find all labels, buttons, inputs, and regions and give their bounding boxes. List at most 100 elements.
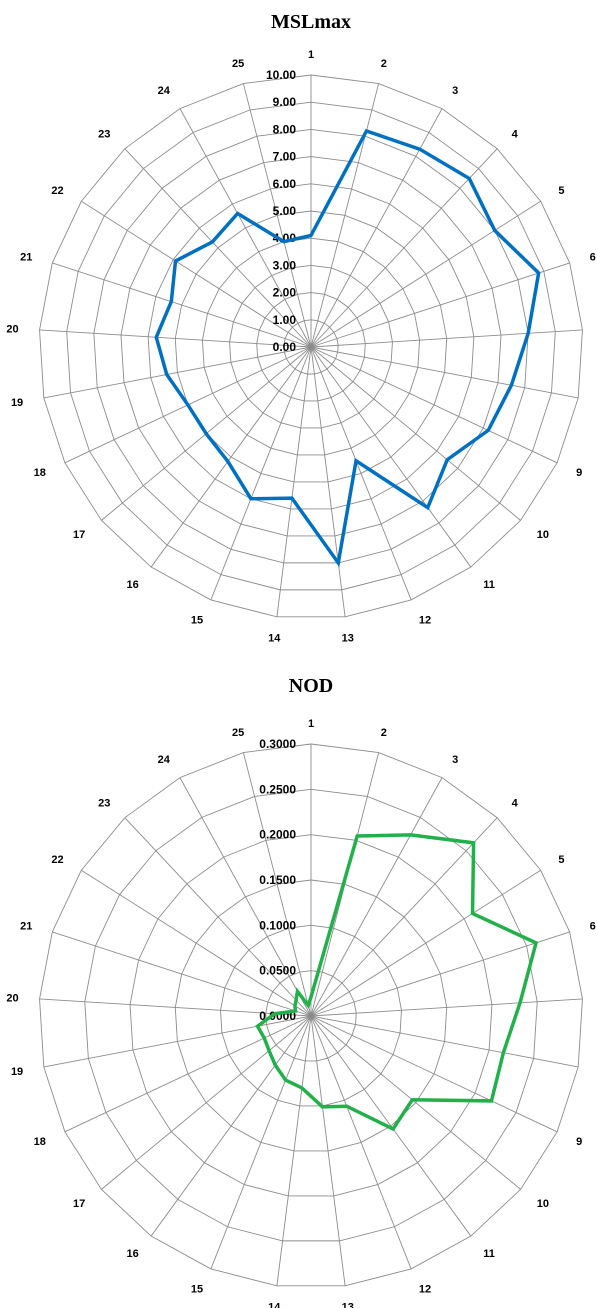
radial-tick-label: 2.00 bbox=[273, 286, 297, 300]
category-label: 3 bbox=[452, 85, 458, 97]
category-label: 13 bbox=[342, 1302, 354, 1308]
radial-tick-label: 8.00 bbox=[273, 122, 297, 136]
radial-tick-label: 0.3000 bbox=[259, 737, 296, 751]
grid-spoke bbox=[43, 1015, 312, 1068]
radial-tick-label: 10.00 bbox=[266, 68, 296, 82]
grid-spoke bbox=[124, 148, 312, 348]
grid-spoke bbox=[310, 777, 443, 1017]
grid-ring bbox=[66, 101, 556, 591]
radar-grid bbox=[39, 743, 583, 1287]
series-line bbox=[154, 128, 541, 568]
grid-spoke bbox=[310, 346, 346, 617]
category-label: 3 bbox=[452, 754, 458, 766]
category-label: 10 bbox=[537, 1198, 549, 1210]
category-label: 23 bbox=[98, 797, 110, 809]
grid-ring bbox=[265, 970, 357, 1062]
grid-spoke bbox=[179, 108, 312, 348]
grid-spoke bbox=[310, 346, 472, 568]
grid-ring bbox=[283, 319, 339, 375]
chart-title: MSLmax bbox=[271, 11, 351, 33]
grid-spoke bbox=[310, 1015, 579, 1068]
radar-chart-svg: NOD 0.00000.05000.10000.15000.20000.2500… bbox=[6, 675, 596, 1308]
category-labels: 1234567891011121314151617181920212223242… bbox=[6, 49, 595, 645]
radial-tick-label: 7.00 bbox=[273, 150, 297, 164]
category-label: 12 bbox=[419, 1283, 431, 1295]
radial-tick-label: 1.00 bbox=[273, 313, 297, 327]
grid-spoke bbox=[310, 346, 412, 601]
radial-tick-label: 0.2000 bbox=[259, 828, 296, 842]
grid-spoke bbox=[52, 262, 312, 348]
grid-spoke bbox=[124, 817, 312, 1017]
category-label: 16 bbox=[127, 579, 139, 591]
category-label: 21 bbox=[20, 251, 32, 263]
grid-ring bbox=[256, 292, 366, 402]
radial-tick-label: 0.1500 bbox=[259, 873, 296, 887]
grid-spoke bbox=[43, 346, 312, 399]
category-label: 17 bbox=[73, 529, 85, 541]
category-label: 2 bbox=[381, 58, 387, 70]
category-label: 24 bbox=[158, 754, 171, 766]
grid-ring bbox=[220, 924, 402, 1107]
radial-axis-ticks: 0.001.002.003.004.005.006.007.008.009.00… bbox=[266, 68, 296, 354]
category-label: 6 bbox=[590, 920, 596, 932]
category-label: 18 bbox=[34, 467, 46, 479]
grid-ring bbox=[39, 743, 583, 1287]
grid-spoke bbox=[276, 346, 312, 617]
category-label: 9 bbox=[576, 467, 582, 479]
category-label: 19 bbox=[11, 397, 23, 409]
grid-ring bbox=[174, 210, 448, 483]
category-label: 16 bbox=[127, 1248, 139, 1260]
category-label: 22 bbox=[51, 854, 63, 866]
radial-tick-label: 0.0500 bbox=[259, 964, 296, 978]
grid-spoke bbox=[52, 931, 312, 1017]
category-label: 2 bbox=[381, 727, 387, 739]
grid-spoke bbox=[150, 1015, 312, 1237]
category-label: 11 bbox=[483, 1248, 495, 1260]
radial-tick-label: 9.00 bbox=[273, 95, 297, 109]
grid-spoke bbox=[150, 346, 312, 568]
grid-ring bbox=[201, 237, 421, 456]
grid-spoke bbox=[81, 200, 312, 348]
category-label: 4 bbox=[512, 797, 519, 809]
grid-spoke bbox=[310, 83, 380, 348]
grid-spoke bbox=[310, 346, 579, 399]
radial-tick-label: 6.00 bbox=[273, 177, 297, 191]
grid-spoke bbox=[242, 83, 312, 348]
category-label: 15 bbox=[191, 614, 203, 626]
grid-spoke bbox=[210, 1015, 312, 1270]
grid-spoke bbox=[310, 346, 521, 521]
radial-tick-label: 0.00 bbox=[273, 340, 297, 354]
grid-spoke bbox=[310, 931, 570, 1017]
category-label: 1 bbox=[308, 718, 314, 730]
radial-tick-label: 0.1000 bbox=[259, 918, 296, 932]
grid-spoke bbox=[310, 1015, 346, 1286]
category-label: 1 bbox=[308, 49, 314, 61]
radar-chart-nod: NOD 0.0000 0.0500 0.1000 0.1500 0.2000 0.2500… bbox=[0, 654, 597, 1308]
category-label: 15 bbox=[191, 1283, 203, 1295]
category-label: 14 bbox=[268, 1302, 281, 1308]
category-label: 5 bbox=[558, 854, 564, 866]
grid-spoke bbox=[310, 869, 541, 1017]
category-label: 19 bbox=[11, 1066, 23, 1078]
radar-grid bbox=[39, 74, 583, 618]
chart-title: NOD bbox=[289, 675, 333, 697]
grid-spoke bbox=[39, 998, 312, 1017]
grid-spoke bbox=[179, 777, 312, 1017]
grid-ring bbox=[229, 264, 393, 429]
grid-spoke bbox=[310, 148, 498, 348]
grid-spoke bbox=[210, 346, 312, 601]
grid-spoke bbox=[310, 1015, 412, 1270]
grid-ring bbox=[147, 183, 475, 510]
category-label: 17 bbox=[73, 1198, 85, 1210]
grid-spoke bbox=[310, 998, 583, 1017]
category-label: 11 bbox=[483, 579, 495, 591]
category-label: 9 bbox=[576, 1136, 582, 1148]
grid-ring bbox=[39, 74, 583, 618]
radial-axis-ticks: 0.00000.05000.10000.15000.20000.25000.30… bbox=[259, 737, 296, 1023]
category-label: 20 bbox=[6, 993, 18, 1005]
grid-spoke bbox=[310, 1015, 521, 1190]
grid-spoke bbox=[310, 346, 558, 464]
category-label: 25 bbox=[232, 727, 244, 739]
category-label: 22 bbox=[51, 185, 63, 197]
category-label: 25 bbox=[232, 58, 244, 70]
